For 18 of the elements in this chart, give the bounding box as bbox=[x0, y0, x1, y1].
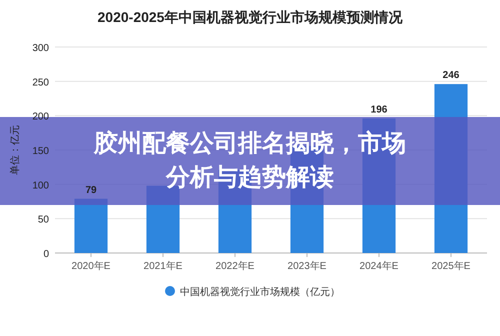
x-tick-label: 2020年E bbox=[72, 260, 111, 272]
y-tick-label: 150 bbox=[32, 146, 50, 157]
data-label: 246 bbox=[442, 70, 460, 82]
x-tick-label: 2025年E bbox=[432, 260, 471, 272]
chart-title: 2020-2025年中国机器视觉行业市场规模预测情况 bbox=[98, 9, 404, 25]
y-tick-label: 250 bbox=[32, 77, 50, 88]
x-tick-label: 2021年E bbox=[144, 260, 183, 272]
y-axis-title: 单位：亿元 bbox=[9, 125, 21, 175]
x-tick-label: 2023年E bbox=[288, 260, 327, 272]
data-label: 79 bbox=[85, 184, 97, 196]
y-tick-label: 0 bbox=[43, 249, 50, 260]
y-tick-label: 50 bbox=[38, 214, 50, 226]
y-tick-label: 300 bbox=[32, 43, 50, 54]
x-tick-label: 2022年E bbox=[216, 260, 255, 272]
data-label: 196 bbox=[370, 104, 388, 116]
x-tick-label: 2024年E bbox=[360, 260, 399, 272]
y-tick-label: 100 bbox=[32, 180, 50, 192]
legend-label: 中国机器视觉行业市场规模（亿元） bbox=[180, 286, 340, 298]
